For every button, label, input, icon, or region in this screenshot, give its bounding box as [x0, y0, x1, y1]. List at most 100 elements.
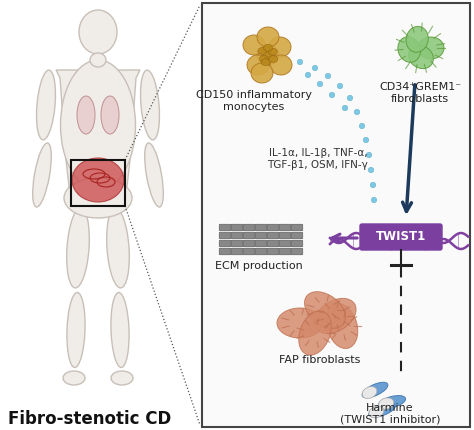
- Ellipse shape: [67, 292, 85, 368]
- Ellipse shape: [277, 308, 323, 338]
- Ellipse shape: [270, 55, 292, 75]
- Text: CD34⁺GREM1⁻
fibroblasts: CD34⁺GREM1⁻ fibroblasts: [379, 82, 461, 104]
- Ellipse shape: [342, 105, 348, 111]
- Text: FAP fibroblasts: FAP fibroblasts: [279, 355, 361, 365]
- FancyBboxPatch shape: [219, 240, 231, 247]
- Ellipse shape: [269, 37, 291, 57]
- Ellipse shape: [61, 60, 136, 190]
- Ellipse shape: [257, 27, 279, 47]
- Ellipse shape: [371, 197, 377, 203]
- FancyBboxPatch shape: [267, 248, 279, 255]
- Ellipse shape: [145, 143, 164, 207]
- Ellipse shape: [314, 298, 356, 334]
- Ellipse shape: [111, 292, 129, 368]
- Ellipse shape: [111, 371, 133, 385]
- Ellipse shape: [406, 26, 428, 52]
- FancyBboxPatch shape: [267, 240, 279, 247]
- FancyBboxPatch shape: [291, 240, 303, 247]
- Text: TWIST1: TWIST1: [376, 230, 426, 243]
- Ellipse shape: [297, 59, 303, 65]
- FancyBboxPatch shape: [231, 240, 243, 247]
- Text: Harmine
(TWIST1 inhibitor): Harmine (TWIST1 inhibitor): [340, 403, 440, 425]
- FancyBboxPatch shape: [231, 232, 243, 239]
- Ellipse shape: [261, 59, 270, 66]
- Ellipse shape: [369, 403, 395, 417]
- Text: IL-1α, IL-1β, TNF-α,
TGF-β1, OSM, IFN-γ: IL-1α, IL-1β, TNF-α, TGF-β1, OSM, IFN-γ: [267, 148, 368, 169]
- Ellipse shape: [359, 123, 365, 129]
- FancyBboxPatch shape: [219, 248, 231, 255]
- Ellipse shape: [369, 406, 384, 418]
- FancyBboxPatch shape: [231, 224, 243, 231]
- Ellipse shape: [63, 371, 85, 385]
- Ellipse shape: [368, 167, 374, 173]
- FancyBboxPatch shape: [267, 232, 279, 239]
- Ellipse shape: [329, 92, 335, 98]
- FancyBboxPatch shape: [267, 224, 279, 231]
- Text: ECM production: ECM production: [215, 261, 303, 271]
- Ellipse shape: [304, 292, 346, 329]
- FancyBboxPatch shape: [219, 232, 231, 239]
- Ellipse shape: [90, 53, 106, 67]
- FancyBboxPatch shape: [291, 232, 303, 239]
- FancyBboxPatch shape: [202, 3, 470, 427]
- FancyBboxPatch shape: [279, 224, 291, 231]
- Ellipse shape: [326, 304, 358, 348]
- Ellipse shape: [305, 72, 311, 78]
- FancyBboxPatch shape: [291, 248, 303, 255]
- Ellipse shape: [64, 178, 132, 218]
- FancyBboxPatch shape: [360, 224, 442, 250]
- Ellipse shape: [418, 37, 444, 59]
- Polygon shape: [56, 70, 140, 195]
- FancyBboxPatch shape: [219, 224, 231, 231]
- Ellipse shape: [264, 52, 273, 58]
- Ellipse shape: [77, 96, 95, 134]
- FancyBboxPatch shape: [279, 248, 291, 255]
- Ellipse shape: [362, 382, 388, 398]
- Text: Fibro-stenotic CD: Fibro-stenotic CD: [8, 410, 171, 428]
- Ellipse shape: [325, 73, 331, 79]
- FancyBboxPatch shape: [231, 248, 243, 255]
- FancyBboxPatch shape: [279, 232, 291, 239]
- FancyBboxPatch shape: [279, 240, 291, 247]
- Ellipse shape: [363, 137, 369, 143]
- Text: CD150 inflammatory
monocytes: CD150 inflammatory monocytes: [196, 90, 312, 112]
- Ellipse shape: [317, 81, 323, 87]
- Ellipse shape: [67, 208, 89, 288]
- FancyBboxPatch shape: [243, 248, 255, 255]
- Ellipse shape: [264, 44, 273, 51]
- FancyBboxPatch shape: [255, 232, 267, 239]
- FancyBboxPatch shape: [243, 224, 255, 231]
- Ellipse shape: [72, 158, 124, 202]
- FancyBboxPatch shape: [255, 248, 267, 255]
- Ellipse shape: [36, 70, 55, 140]
- Ellipse shape: [379, 398, 394, 409]
- Ellipse shape: [337, 83, 343, 89]
- Ellipse shape: [299, 311, 331, 355]
- FancyBboxPatch shape: [291, 224, 303, 231]
- Ellipse shape: [257, 45, 279, 65]
- Ellipse shape: [268, 48, 277, 55]
- Ellipse shape: [378, 396, 406, 408]
- Ellipse shape: [312, 65, 318, 71]
- Ellipse shape: [251, 63, 273, 83]
- FancyBboxPatch shape: [255, 224, 267, 231]
- Ellipse shape: [101, 96, 119, 134]
- Ellipse shape: [354, 109, 360, 115]
- FancyBboxPatch shape: [243, 232, 255, 239]
- Ellipse shape: [370, 182, 376, 188]
- FancyBboxPatch shape: [255, 240, 267, 247]
- Ellipse shape: [362, 387, 377, 399]
- Ellipse shape: [107, 208, 129, 288]
- Ellipse shape: [33, 143, 51, 207]
- FancyBboxPatch shape: [243, 240, 255, 247]
- Ellipse shape: [398, 37, 420, 62]
- Ellipse shape: [258, 47, 267, 55]
- Ellipse shape: [259, 55, 268, 62]
- Ellipse shape: [243, 35, 265, 55]
- Ellipse shape: [247, 55, 269, 75]
- Ellipse shape: [409, 45, 433, 69]
- Ellipse shape: [79, 10, 117, 54]
- Ellipse shape: [347, 95, 353, 101]
- Ellipse shape: [269, 55, 278, 62]
- Ellipse shape: [366, 152, 372, 158]
